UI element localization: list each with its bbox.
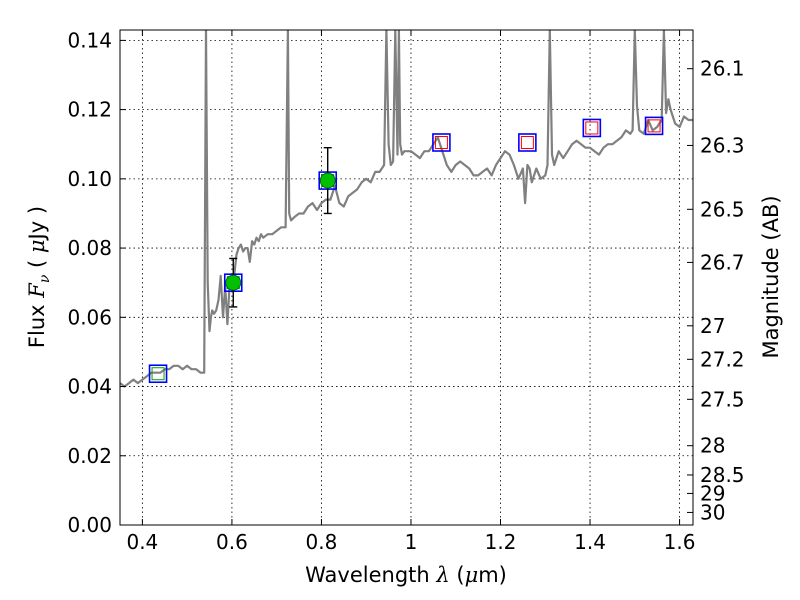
sed-model-line xyxy=(120,30,693,388)
y2-tick-label: 28 xyxy=(700,434,725,458)
y-tick-label: 0.02 xyxy=(67,444,112,468)
observed-point-layer xyxy=(225,146,336,308)
x-tick-label: 1 xyxy=(405,530,418,554)
x-axis-label: Wavelength λ (μm) xyxy=(305,563,507,587)
model-photometry-box xyxy=(432,133,451,152)
x-tick-label: 0.6 xyxy=(216,530,248,554)
tick-layer: 0.4 0.6 0.8 1 1.2 1.4 1.6 0.00 0.02 0.04 0.06 0.08 0… xyxy=(67,28,744,554)
observed-data-point xyxy=(225,274,242,291)
y2-tick-label: 27.5 xyxy=(700,387,745,411)
y2-tick-label: 26.3 xyxy=(700,133,745,157)
model-photometry-box xyxy=(644,116,664,136)
model-photometry-inner-box xyxy=(434,136,448,149)
y-tick-label: 0.08 xyxy=(67,236,112,260)
photometry-box-layer xyxy=(148,116,664,384)
y2-tick-label: 27.2 xyxy=(700,347,745,371)
y2-tick-label: 27 xyxy=(700,314,725,338)
model-photometry-inner-box xyxy=(647,119,661,133)
model-photometry-box xyxy=(518,133,537,152)
y-tick-label: 0.10 xyxy=(67,167,112,191)
y-tick-label: 0.00 xyxy=(67,513,112,537)
x-tick-label: 0.8 xyxy=(306,530,338,554)
y2-tick-label: 30 xyxy=(700,500,725,524)
y2-tick-label: 26.5 xyxy=(700,197,745,221)
model-photometry-box xyxy=(148,364,168,384)
y2-axis-label: Magnitude (AB) xyxy=(759,195,783,358)
y2-tick-label: 26.1 xyxy=(700,57,745,81)
y-tick-label: 0.06 xyxy=(67,305,112,329)
y-tick-label: 0.04 xyxy=(67,375,112,399)
y-tick-label: 0.12 xyxy=(67,98,112,122)
x-tick-label: 1.2 xyxy=(485,530,517,554)
y2-tick-label: 28.5 xyxy=(700,463,745,487)
y2-tick-label: 29 xyxy=(700,481,725,505)
model-photometry-inner-box xyxy=(151,367,165,381)
x-tick-label: 1.6 xyxy=(664,530,696,554)
y-axis-label: Flux Fν ( μJy ) xyxy=(25,206,53,348)
plot-frame xyxy=(119,29,694,526)
observed-data-point xyxy=(319,172,336,189)
y2-tick-label: 26.7 xyxy=(700,250,745,274)
series-layer xyxy=(120,30,693,388)
model-photometry-inner-box xyxy=(585,121,599,135)
model-photometry-inner-box xyxy=(520,136,534,149)
y-tick-label: 0.14 xyxy=(67,28,112,52)
x-tick-label: 0.4 xyxy=(126,530,158,554)
x-tick-label: 1.4 xyxy=(574,530,606,554)
model-photometry-box xyxy=(582,118,602,138)
